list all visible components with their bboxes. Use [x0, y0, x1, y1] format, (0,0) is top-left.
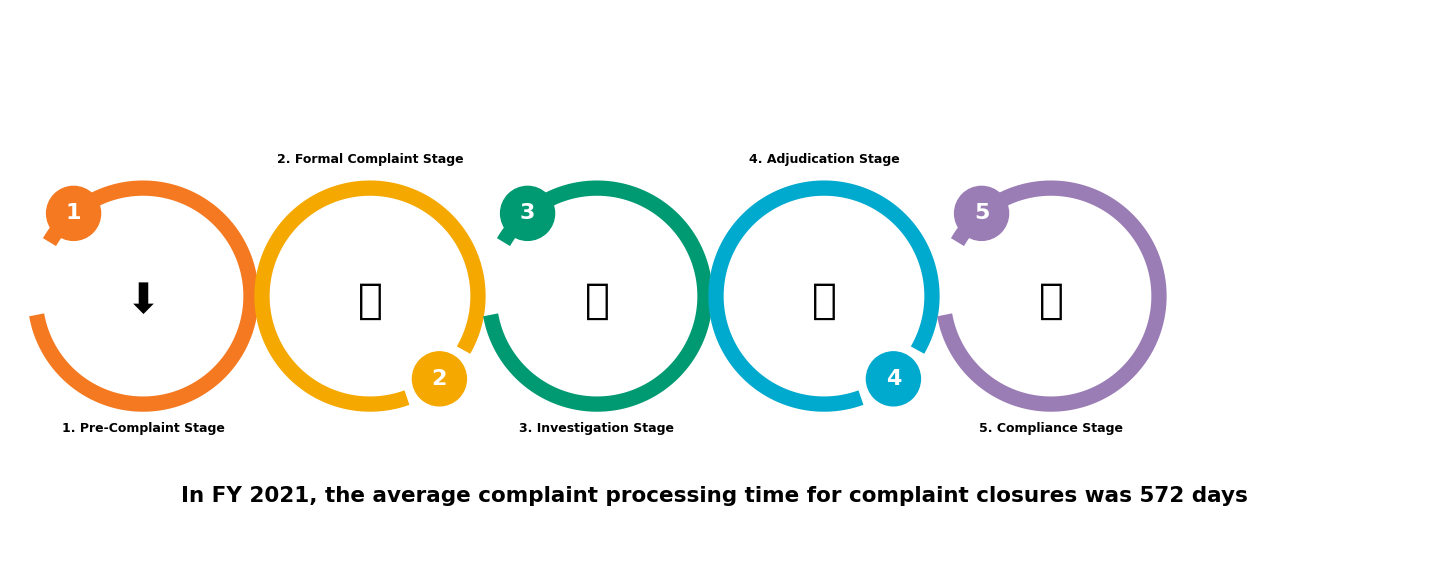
Circle shape	[866, 352, 920, 406]
Text: 3: 3	[520, 203, 536, 223]
Text: 2: 2	[432, 369, 447, 389]
Text: 1: 1	[66, 203, 81, 223]
Text: In FY 2021, the average complaint processing time for complaint closures was 572: In FY 2021, the average complaint proces…	[181, 486, 1248, 506]
Text: 1. Pre-Complaint Stage: 1. Pre-Complaint Stage	[61, 422, 224, 435]
Circle shape	[413, 352, 466, 406]
Circle shape	[294, 221, 444, 371]
Circle shape	[522, 221, 672, 371]
Circle shape	[69, 221, 219, 371]
Circle shape	[749, 221, 899, 371]
Text: EEO complaint processing is the: EEO complaint processing is the	[733, 26, 975, 41]
Text: EEO Complaint Process: EEO Complaint Process	[17, 31, 740, 85]
Text: Summary:: Summary:	[650, 26, 735, 41]
Text: 5: 5	[975, 203, 989, 223]
Circle shape	[955, 186, 1009, 240]
Text: 4. Adjudication Stage: 4. Adjudication Stage	[749, 153, 899, 166]
Text: investigation of workplace discrimination using: investigation of workplace discriminatio…	[650, 59, 997, 73]
Circle shape	[976, 221, 1126, 371]
Text: 5. Compliance Stage: 5. Compliance Stage	[979, 422, 1123, 435]
Circle shape	[500, 186, 554, 240]
Text: 📂: 📂	[357, 280, 383, 322]
Text: 4: 4	[886, 369, 902, 389]
Text: the five stages noted in the diagram below.: the five stages noted in the diagram bel…	[650, 91, 969, 106]
Text: 🔎: 🔎	[584, 280, 610, 322]
Circle shape	[47, 186, 100, 240]
Text: 🔨: 🔨	[812, 280, 836, 322]
Text: 2. Formal Complaint Stage: 2. Formal Complaint Stage	[277, 153, 463, 166]
Text: ⬇: ⬇	[126, 280, 160, 322]
Text: 📋: 📋	[1039, 280, 1063, 322]
Text: 3. Investigation Stage: 3. Investigation Stage	[520, 422, 674, 435]
